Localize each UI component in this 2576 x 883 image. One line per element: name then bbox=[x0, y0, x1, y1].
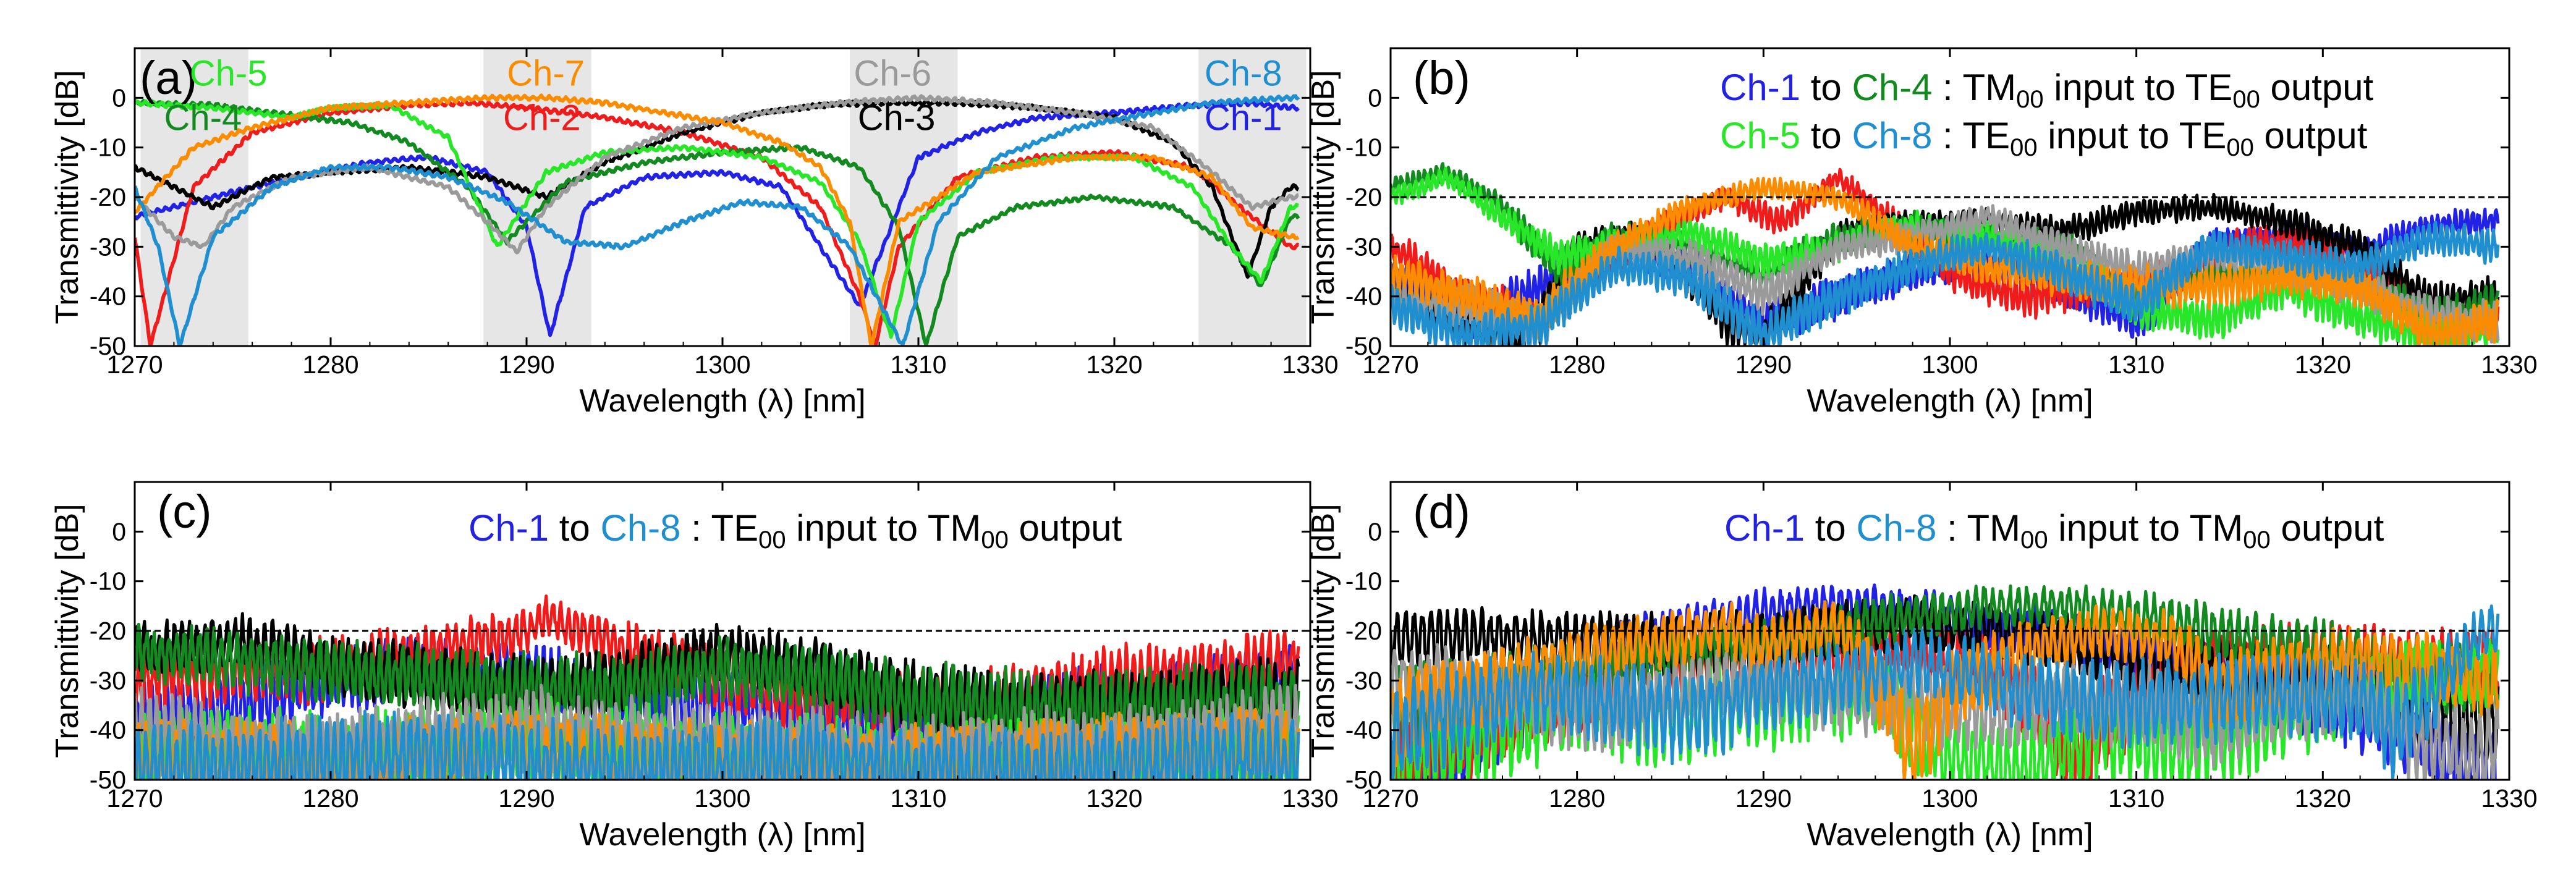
x-tick-label: 1300 bbox=[694, 784, 750, 813]
x-tick-label: 1330 bbox=[2481, 350, 2537, 379]
x-tick-label: 1310 bbox=[890, 350, 946, 379]
y-tick-label: -30 bbox=[1345, 666, 1382, 695]
panel-label: (c) bbox=[157, 486, 212, 538]
y-tick-label: -20 bbox=[90, 183, 126, 211]
x-axis-label: Wavelength (λ) [nm] bbox=[579, 383, 865, 419]
x-tick-label: 1330 bbox=[2481, 784, 2537, 813]
x-tick-label: 1320 bbox=[1086, 784, 1142, 813]
legends: Ch-1 to Ch-4 : TM00 input to TE00 output… bbox=[468, 67, 2384, 554]
x-tick-label: 1320 bbox=[2295, 784, 2351, 813]
legend-line: Ch-1 to Ch-4 : TM00 input to TE00 output bbox=[1720, 67, 2374, 113]
y-tick-label: -10 bbox=[90, 133, 126, 162]
x-tick-label: 1310 bbox=[2108, 784, 2164, 813]
legend-line: Ch-5 to Ch-8 : TE00 input to TE00 output bbox=[1720, 115, 2368, 161]
x-tick-label: 1270 bbox=[106, 350, 163, 379]
x-tick-label: 1330 bbox=[1282, 350, 1338, 379]
y-tick-label: -20 bbox=[1345, 617, 1382, 645]
series-ch-8 bbox=[135, 94, 1300, 346]
y-tick-label: -20 bbox=[90, 617, 126, 645]
x-axis-label: Wavelength (λ) [nm] bbox=[1807, 383, 2093, 419]
series-ch-7 bbox=[135, 93, 1300, 346]
x-tick-label: 1280 bbox=[1549, 350, 1605, 379]
y-tick-label: -40 bbox=[1345, 282, 1382, 311]
x-tick-label: 1300 bbox=[1921, 350, 1978, 379]
x-tick-label: 1270 bbox=[1362, 784, 1418, 813]
legend-line: Ch-1 to Ch-8 : TE00 input to TM00 output bbox=[468, 507, 1122, 554]
series-ch-5 bbox=[135, 99, 1300, 339]
x-tick-label: 1320 bbox=[2295, 350, 2351, 379]
panel-a: 1270 1280 1290 1300 1310 1320 1330 0 -10 -20 -30 -4… bbox=[49, 47, 1339, 419]
y-tick-label: -40 bbox=[90, 716, 126, 745]
panel-label: (d) bbox=[1413, 486, 1470, 538]
y-axis-label: Transmittivity [dB] bbox=[1305, 70, 1341, 324]
y-tick-label: -50 bbox=[90, 332, 126, 360]
series-ch-3 bbox=[135, 98, 1300, 279]
x-tick-label: 1280 bbox=[302, 350, 358, 379]
plot-area bbox=[1391, 162, 2500, 346]
series-ch-8 bbox=[135, 709, 1300, 780]
x-tick-label: 1290 bbox=[1735, 350, 1792, 379]
series-ch-8 bbox=[1391, 604, 2500, 780]
annotation-ch-8: Ch-8 bbox=[1205, 53, 1282, 93]
x-tick-label: 1320 bbox=[1086, 350, 1142, 379]
series-ch-1 bbox=[135, 99, 1300, 337]
y-tick-label: -50 bbox=[90, 766, 126, 794]
annotation-ch-5: Ch-5 bbox=[190, 53, 268, 93]
y-tick-label: 0 bbox=[112, 83, 126, 112]
y-axis-label: Transmittivity [dB] bbox=[1305, 504, 1341, 758]
y-tick-label: -10 bbox=[90, 567, 126, 596]
y-axis-label: Transmittivity [dB] bbox=[49, 504, 85, 758]
y-tick-label: -40 bbox=[90, 282, 126, 311]
panel-c: 1270 1280 1290 1300 1310 1320 1330 0 -10 -20 -30 -4… bbox=[49, 481, 1339, 853]
x-tick-label: 1310 bbox=[890, 784, 946, 813]
series-ch-4 bbox=[135, 99, 1300, 346]
y-tick-label: -50 bbox=[1345, 766, 1382, 794]
panel-label: (b) bbox=[1413, 52, 1470, 104]
y-tick-label: -30 bbox=[90, 666, 126, 695]
y-tick-label: -30 bbox=[90, 232, 126, 261]
annotation-ch-3: Ch-3 bbox=[858, 98, 936, 138]
annotation-ch-4: Ch-4 bbox=[164, 98, 242, 138]
y-tick-label: -50 bbox=[1345, 332, 1382, 360]
panel-label: (a) bbox=[140, 52, 197, 104]
x-tick-label: 1270 bbox=[1362, 350, 1418, 379]
x-axis-label: Wavelength (λ) [nm] bbox=[1807, 817, 2093, 853]
panel-b: 1270 1280 1290 1300 1310 1320 1330 0 -10 -20 -30 -4… bbox=[1305, 47, 2538, 419]
legend-line: Ch-1 to Ch-8 : TM00 input to TM00 output bbox=[1724, 507, 2384, 554]
plot-area bbox=[135, 594, 1300, 780]
x-axis-label: Wavelength (λ) [nm] bbox=[579, 817, 865, 853]
annotation-ch-7: Ch-7 bbox=[507, 53, 585, 93]
y-tick-label: 0 bbox=[112, 517, 126, 546]
y-tick-label: -20 bbox=[1345, 183, 1382, 211]
annotation-ch-2: Ch-2 bbox=[503, 98, 581, 138]
y-tick-label: -10 bbox=[1345, 133, 1382, 162]
y-axis-label: Transmittivity [dB] bbox=[49, 70, 85, 324]
x-tick-label: 1290 bbox=[498, 784, 554, 813]
y-tick-label: 0 bbox=[1368, 517, 1382, 546]
plot-area bbox=[1391, 583, 2500, 780]
x-tick-label: 1280 bbox=[1549, 784, 1605, 813]
x-tick-label: 1300 bbox=[694, 350, 750, 379]
series-ch-4 bbox=[135, 622, 1300, 755]
series-ch-8 bbox=[1391, 221, 2500, 346]
x-tick-label: 1270 bbox=[106, 784, 163, 813]
series-ch-2 bbox=[135, 99, 1300, 346]
plot-area bbox=[135, 93, 1300, 346]
x-tick-label: 1290 bbox=[1735, 784, 1792, 813]
panel-d: 1270 1280 1290 1300 1310 1320 1330 0 -10 -20 -30 -4… bbox=[1305, 481, 2538, 853]
x-tick-label: 1300 bbox=[1921, 784, 1978, 813]
x-tick-label: 1310 bbox=[2108, 350, 2164, 379]
x-tick-label: 1330 bbox=[1282, 784, 1338, 813]
plot-frame bbox=[133, 47, 1311, 347]
y-tick-label: -40 bbox=[1345, 716, 1382, 745]
x-tick-label: 1280 bbox=[302, 784, 358, 813]
y-tick-label: -10 bbox=[1345, 567, 1382, 596]
x-tick-label: 1290 bbox=[498, 350, 554, 379]
annotation-ch-6: Ch-6 bbox=[854, 53, 931, 93]
y-tick-label: 0 bbox=[1368, 83, 1382, 112]
annotation-ch-1: Ch-1 bbox=[1205, 98, 1282, 138]
y-tick-label: -30 bbox=[1345, 232, 1382, 261]
